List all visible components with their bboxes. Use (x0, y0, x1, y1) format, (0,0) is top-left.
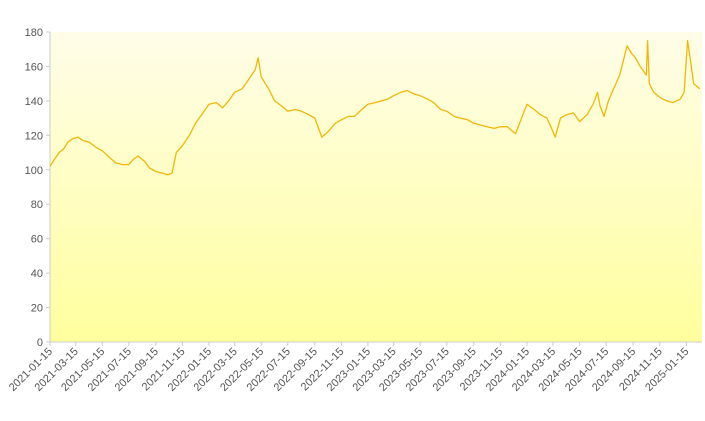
y-tick-label: 0 (37, 337, 43, 349)
x-axis: 2021-01-152021-03-152021-05-152021-07-15… (7, 341, 702, 394)
y-tick-label: 120 (25, 130, 43, 142)
y-axis: 0 20 40 60 80 100 120 140 160 180 (25, 27, 51, 349)
y-tick-label: 40 (31, 268, 43, 280)
y-tick-label: 160 (25, 61, 43, 73)
plot-area (50, 32, 702, 342)
y-tick-label: 80 (31, 199, 43, 211)
y-tick-label: 20 (31, 303, 43, 315)
y-tick-label: 100 (25, 165, 43, 177)
series-line (49, 39, 701, 176)
y-tick-label: 140 (25, 96, 43, 108)
y-tick-label: 180 (25, 27, 43, 39)
y-tick-label: 60 (31, 234, 43, 246)
